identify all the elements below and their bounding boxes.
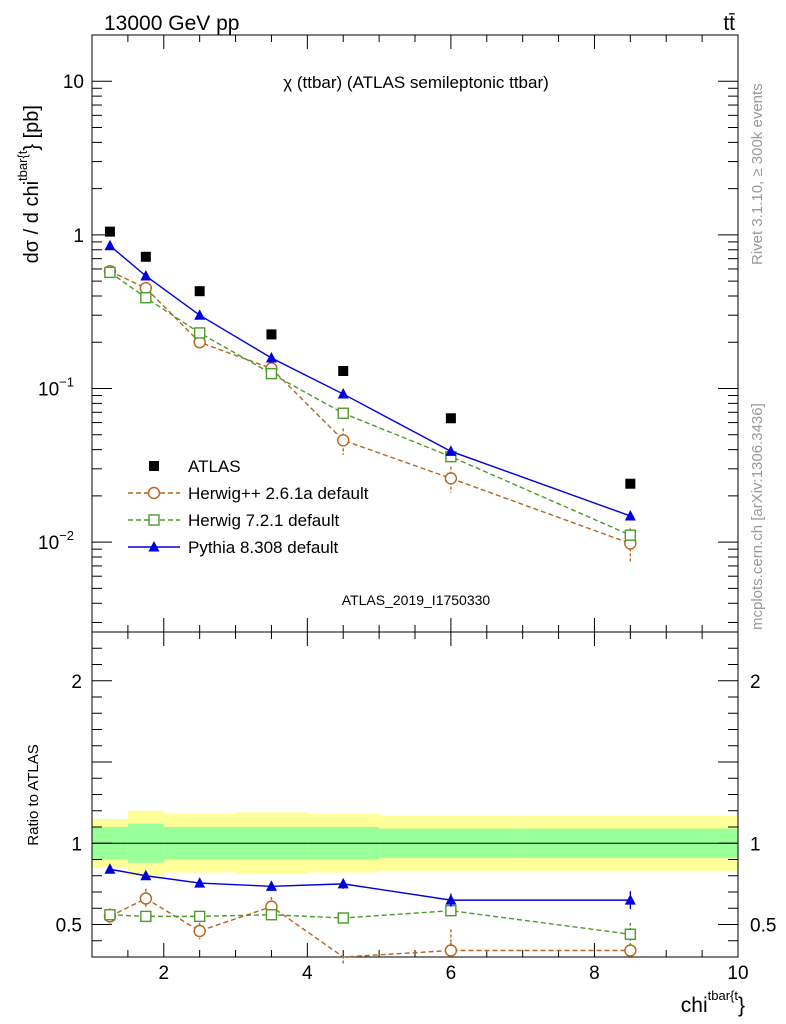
data-point — [265, 351, 277, 363]
data-point — [337, 407, 349, 419]
ratio-point — [104, 863, 116, 874]
ratio-plot-frame — [91, 631, 739, 958]
x-tick-label: 8 — [589, 963, 600, 984]
ratio-point — [139, 892, 153, 905]
data-point — [625, 478, 636, 489]
data-point — [140, 291, 152, 304]
ratio-y-tick-label-right: 2 — [750, 672, 761, 693]
ratio-point — [104, 909, 116, 921]
legend-label: Herwig 7.2.1 default — [188, 511, 339, 530]
ratio-y-tick-label-right: 0.5 — [750, 916, 776, 937]
ratio-point — [140, 869, 152, 881]
data-point — [624, 509, 636, 521]
data-point — [140, 269, 152, 281]
y-tick-label: 10 — [63, 72, 84, 93]
data-point — [140, 251, 151, 262]
series-herwig-2-6-1a-default — [103, 265, 637, 564]
ratio-point — [624, 894, 636, 905]
data-point — [445, 413, 456, 424]
ratio-y-ticks: 0.5 0.5 1 1 2 2 — [56, 647, 776, 942]
ratio-series-herwig-7-2-1-default — [104, 904, 637, 946]
y-tick-label: 10−2 — [38, 528, 74, 554]
ratio-point — [445, 904, 457, 917]
ratio-point — [140, 910, 152, 923]
data-point — [104, 239, 116, 251]
ratio-axis-label: Ratio to ATLAS — [25, 744, 42, 845]
x-axis-label: chitbar{t} — [681, 988, 745, 1017]
ratio-point — [337, 877, 349, 889]
data-point — [193, 327, 206, 339]
ratio-y-tick-label: 2 — [71, 672, 82, 693]
legend-marker — [147, 486, 161, 500]
legend-marker — [149, 461, 159, 471]
data-point — [104, 266, 116, 279]
ratio-line — [109, 909, 631, 935]
analysis-id-label: ATLAS_2019_I1750330 — [342, 592, 491, 608]
ratio-point — [444, 944, 458, 957]
data-point — [624, 529, 637, 541]
ratio-y-tick-label: 1 — [71, 834, 82, 855]
ratio-point — [265, 880, 277, 891]
legend-item: Herwig++ 2.6.1a default — [128, 484, 369, 503]
ratio-point — [624, 944, 637, 957]
chart-title: χ (ttbar) (ATLAS semileptonic ttbar) — [283, 73, 549, 92]
data-point — [266, 329, 277, 340]
series-pythia-8-308-default — [104, 239, 636, 521]
y-axis-label: dσ / d chitbar{t} [pb] — [15, 105, 43, 263]
legend-label: Pythia 8.308 default — [188, 538, 339, 557]
data-point — [337, 434, 350, 447]
process-label: tt̄ — [723, 12, 735, 35]
ratio-point — [193, 924, 206, 938]
series-atlas — [104, 226, 636, 489]
data-point — [194, 286, 205, 297]
ratio-y-tick-label-right: 1 — [750, 834, 761, 855]
x-axis-ticks: 2 4 6 8 10 — [91, 35, 749, 984]
ratio-point — [194, 877, 206, 888]
legend-marker — [148, 514, 160, 526]
x-tick-label: 4 — [302, 963, 313, 984]
y-tick-label: 10−1 — [38, 374, 74, 400]
data-point — [104, 226, 115, 237]
ratio-point — [265, 909, 278, 921]
ratio-series-pythia-8-308-default — [104, 863, 636, 910]
legend-item: Pythia 8.308 default — [128, 538, 339, 557]
legend-label: Herwig++ 2.6.1a default — [188, 484, 369, 503]
ratio-point — [624, 928, 637, 940]
x-tick-label: 10 — [727, 963, 748, 984]
y-tick-label: 1 — [73, 226, 84, 247]
ratio-point — [337, 912, 349, 924]
legend-item: Herwig 7.2.1 default — [128, 511, 339, 530]
data-point — [194, 309, 206, 320]
x-tick-label: 6 — [446, 963, 457, 984]
ratio-point — [445, 894, 457, 905]
legend-item: ATLAS — [149, 457, 241, 476]
ratio-point — [193, 910, 206, 923]
data-point — [337, 388, 349, 399]
mcplots-label: mcplots.cern.ch [arXiv:1306.3436] — [749, 403, 766, 630]
ratio-line — [109, 897, 631, 958]
ratio-y-tick-label: 0.5 — [56, 916, 82, 937]
series-herwig-7-2-1-default — [104, 266, 637, 541]
x-tick-label: 2 — [158, 963, 169, 984]
rivet-label: Rivet 3.1.10, ≥ 300k events — [749, 83, 766, 265]
data-point — [444, 472, 458, 485]
legend-marker — [148, 541, 160, 552]
legend-label: ATLAS — [188, 457, 241, 476]
y-axis-ticks: 10 1 10−1 10−2 — [38, 34, 738, 623]
data-point — [338, 365, 349, 376]
data-point — [445, 445, 457, 456]
ratio-line — [109, 868, 631, 901]
data-point — [265, 367, 278, 380]
energy-label: 13000 GeV pp — [104, 12, 239, 35]
